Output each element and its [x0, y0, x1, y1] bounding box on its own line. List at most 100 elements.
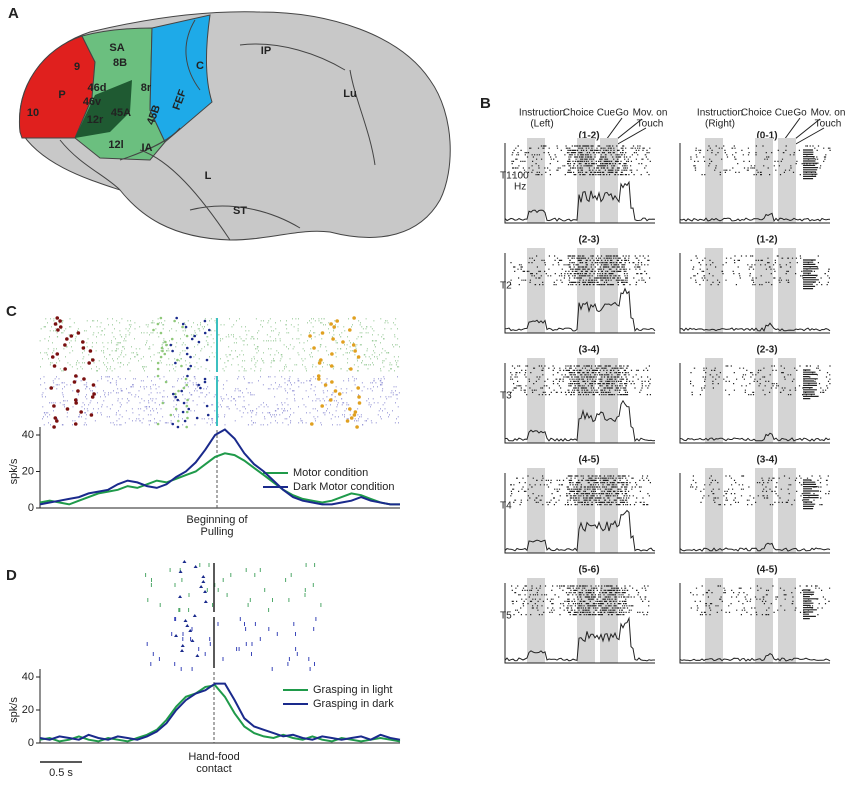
- event: [189, 364, 193, 368]
- region-label: ST: [233, 205, 247, 217]
- header: Choice Cue: [563, 108, 616, 119]
- event: [205, 404, 209, 408]
- psth: [504, 287, 656, 333]
- event: [169, 413, 173, 417]
- event: [73, 422, 78, 426]
- event: [203, 600, 208, 603]
- event: [349, 367, 353, 371]
- psth: [504, 616, 655, 663]
- epoch-bar: [705, 248, 723, 333]
- event: [181, 322, 185, 326]
- header: Instruction: [519, 108, 565, 119]
- epoch-bar: [527, 248, 545, 333]
- event: [320, 404, 324, 408]
- header: (Right): [705, 119, 735, 130]
- raster: [690, 585, 831, 620]
- event: [187, 407, 191, 411]
- event: [341, 340, 345, 344]
- header: (Left): [530, 119, 553, 130]
- event: [186, 398, 189, 402]
- event: [329, 364, 334, 368]
- event: [185, 334, 189, 338]
- raster: [39, 318, 400, 372]
- raster: [690, 365, 831, 400]
- event: [185, 425, 188, 429]
- event: [203, 377, 207, 381]
- epoch-bar: [600, 248, 618, 333]
- event: [91, 383, 96, 387]
- event: [58, 319, 62, 323]
- event: [152, 328, 155, 332]
- event: [176, 398, 180, 402]
- epoch-bar: [778, 468, 796, 553]
- range-label: (3-4): [578, 345, 599, 356]
- event: [352, 413, 357, 417]
- region-label: 10: [27, 107, 39, 119]
- epoch-bar: [577, 248, 595, 333]
- x-label: Beginning of: [186, 514, 248, 526]
- raster: [146, 617, 317, 671]
- event: [316, 374, 321, 378]
- event: [185, 383, 189, 387]
- epoch-bar: [755, 248, 773, 333]
- epoch-bar: [527, 358, 545, 443]
- event: [52, 364, 57, 368]
- event: [79, 410, 83, 414]
- header: Go: [793, 108, 807, 119]
- raster: [145, 563, 322, 612]
- event: [55, 316, 60, 320]
- event: [185, 404, 189, 408]
- event: [169, 343, 173, 347]
- event: [183, 419, 187, 423]
- event: [184, 325, 188, 329]
- header: Mov. on: [633, 108, 668, 119]
- scale-label: 100: [512, 171, 529, 182]
- epoch-bar: [778, 138, 796, 223]
- epoch-bar: [600, 468, 618, 553]
- epoch-bar: [778, 578, 796, 663]
- event: [357, 401, 362, 405]
- scale-label: Hz: [514, 182, 526, 193]
- psth: [679, 542, 831, 553]
- event: [353, 410, 358, 414]
- spikes: [510, 255, 651, 286]
- region-label: P: [58, 89, 65, 101]
- event: [332, 325, 337, 329]
- event: [53, 416, 58, 420]
- event: [199, 585, 204, 588]
- row-label: T1: [500, 171, 512, 182]
- event: [330, 352, 334, 356]
- range-label: (4-5): [578, 455, 599, 466]
- event: [180, 364, 183, 368]
- event: [195, 416, 199, 420]
- event: [193, 334, 197, 338]
- event: [345, 419, 350, 423]
- event: [161, 401, 165, 405]
- psth: [504, 180, 656, 223]
- event: [330, 380, 334, 384]
- event: [160, 346, 164, 350]
- region-label: 8r: [141, 82, 152, 94]
- y-tick-label: 20: [22, 704, 34, 716]
- region-label: Lu: [343, 88, 356, 100]
- header: Choice Cue: [741, 108, 794, 119]
- event: [174, 407, 178, 411]
- epoch-bar: [705, 578, 723, 663]
- event: [312, 346, 316, 350]
- range-label: (1-2): [756, 235, 777, 246]
- event: [185, 624, 190, 627]
- psth: [679, 652, 831, 663]
- event: [161, 349, 164, 353]
- event: [185, 410, 189, 414]
- region-label: 9: [74, 61, 80, 73]
- event: [159, 355, 163, 359]
- event: [193, 565, 198, 568]
- epoch-bar: [527, 468, 545, 553]
- event: [190, 337, 194, 341]
- psth: [679, 432, 831, 443]
- psth: [504, 509, 656, 553]
- event: [208, 328, 211, 332]
- event: [163, 352, 167, 356]
- raster: [511, 585, 650, 616]
